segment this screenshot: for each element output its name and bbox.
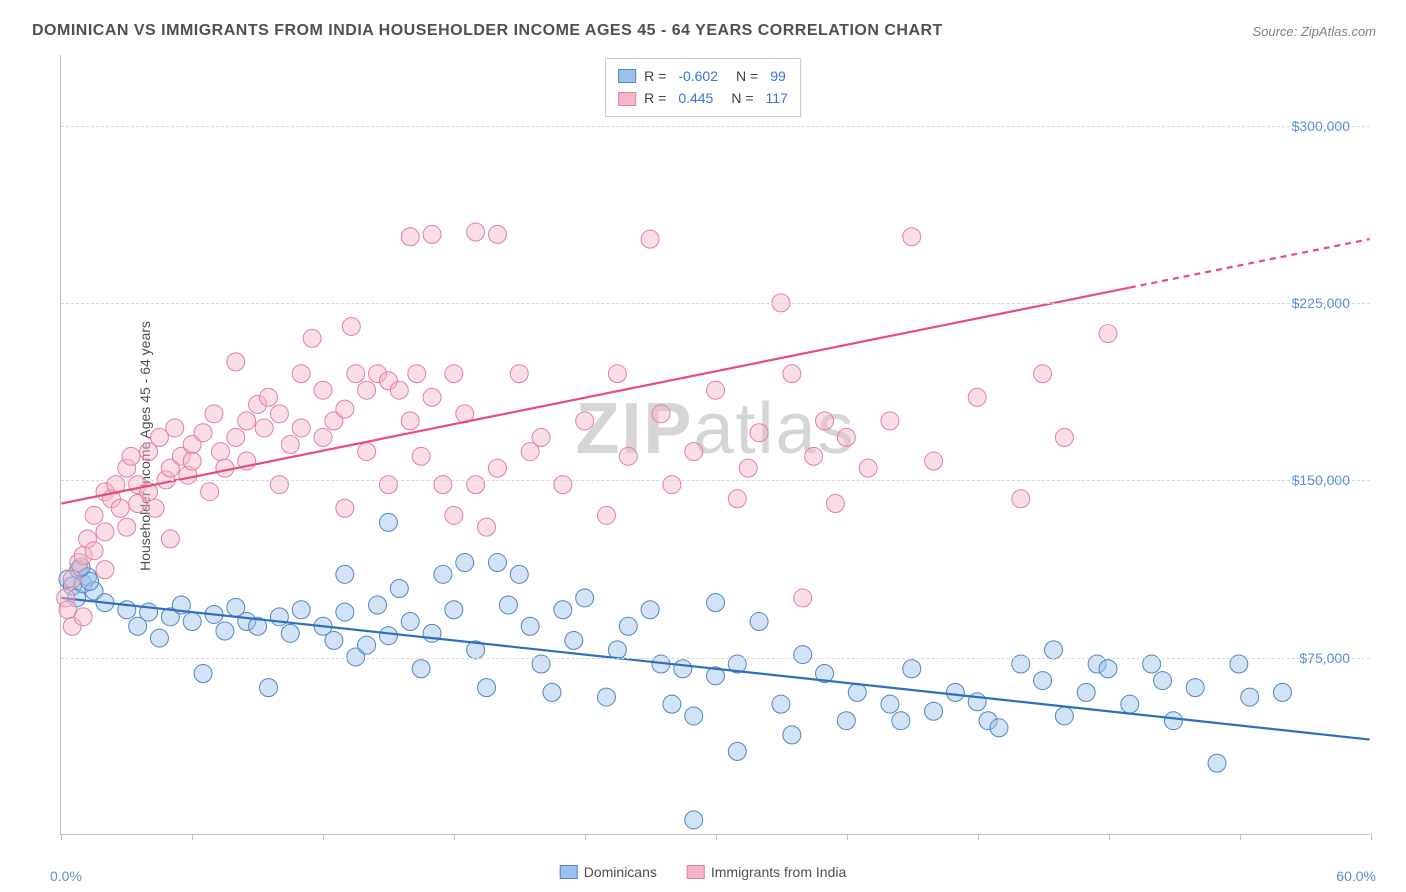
legend-swatch-1 bbox=[687, 865, 705, 879]
stat-r-label-0: R = bbox=[644, 65, 666, 87]
stat-r-label-1: R = bbox=[644, 87, 666, 109]
stat-r-val-0: -0.602 bbox=[678, 65, 718, 87]
stats-row-1: R = 0.445 N = 117 bbox=[618, 87, 788, 109]
legend-label-0: Dominicans bbox=[584, 864, 657, 880]
legend-item-0: Dominicans bbox=[560, 864, 657, 880]
plot-area: ZIPatlas $75,000$150,000$225,000$300,000 bbox=[60, 55, 1370, 835]
y-tick-label: $225,000 bbox=[1292, 295, 1350, 311]
swatch-0 bbox=[618, 69, 636, 83]
stat-n-label-0: N = bbox=[736, 65, 758, 87]
legend-swatch-0 bbox=[560, 865, 578, 879]
stat-n-val-1: 117 bbox=[766, 87, 788, 109]
chart-container: DOMINICAN VS IMMIGRANTS FROM INDIA HOUSE… bbox=[0, 0, 1406, 892]
stats-legend: R = -0.602 N = 99 R = 0.445 N = 117 bbox=[605, 58, 801, 117]
y-tick-label: $300,000 bbox=[1292, 118, 1350, 134]
chart-title: DOMINICAN VS IMMIGRANTS FROM INDIA HOUSE… bbox=[32, 22, 943, 40]
y-tick-label: $75,000 bbox=[1299, 650, 1350, 666]
swatch-1 bbox=[618, 92, 636, 106]
legend-label-1: Immigrants from India bbox=[711, 864, 846, 880]
x-label-left: 0.0% bbox=[50, 868, 82, 884]
legend-item-1: Immigrants from India bbox=[687, 864, 846, 880]
y-tick-label: $150,000 bbox=[1292, 472, 1350, 488]
stats-row-0: R = -0.602 N = 99 bbox=[618, 65, 788, 87]
x-label-right: 60.0% bbox=[1336, 868, 1376, 884]
plot-svg bbox=[61, 55, 1370, 834]
stat-n-label-1: N = bbox=[731, 87, 753, 109]
stat-r-val-1: 0.445 bbox=[678, 87, 713, 109]
bottom-legend: Dominicans Immigrants from India bbox=[560, 864, 847, 880]
stat-n-val-0: 99 bbox=[770, 65, 786, 87]
source-label: Source: ZipAtlas.com bbox=[1252, 24, 1376, 39]
